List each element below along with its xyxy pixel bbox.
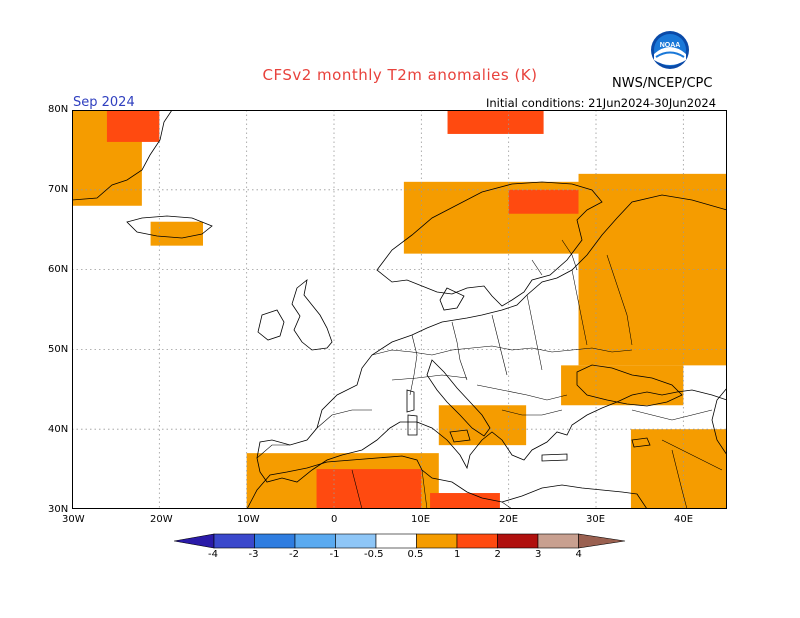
country-borders — [256, 239, 723, 509]
lat-label: 40N — [48, 424, 69, 435]
lon-label: 30W — [62, 514, 85, 525]
lon-label: 40E — [674, 514, 694, 525]
colorbar-segment — [416, 533, 458, 549]
colorbar-label: -2 — [289, 549, 299, 560]
colorbar-segment — [456, 533, 498, 549]
initial-conditions: Initial conditions: 21Jun2024-30Jun2024 — [486, 96, 717, 110]
colorbar-segment — [213, 533, 255, 549]
colorbar-label: -3 — [248, 549, 259, 560]
colorbar-segment — [537, 533, 579, 549]
anomaly-region — [561, 365, 684, 406]
colorbar-segment — [497, 533, 539, 549]
valid-month: Sep 2024 — [73, 95, 135, 110]
lon-label: 10W — [237, 514, 260, 525]
agency-label: NWS/NCEP/CPC — [612, 76, 713, 91]
colorbar-legend — [174, 533, 626, 549]
lon-label: 20W — [150, 514, 173, 525]
noaa-logo-icon: NOAA — [651, 31, 689, 69]
colorbar-segment — [174, 533, 215, 549]
lat-label: 70N — [48, 184, 69, 195]
colorbar-segment — [254, 533, 296, 549]
colorbar-label: 4 — [575, 549, 582, 560]
graticule — [72, 110, 727, 509]
anomaly-region — [508, 189, 579, 214]
colorbar-label: 0.5 — [407, 549, 424, 560]
anomaly-region — [150, 221, 203, 246]
lon-label: 0 — [331, 514, 338, 525]
lon-label: 10E — [411, 514, 431, 525]
coastlines — [72, 110, 727, 509]
colorbar-label: -0.5 — [364, 549, 384, 560]
colorbar-segment — [294, 533, 336, 549]
colorbar-label: -1 — [329, 549, 340, 560]
colorbar-segment — [375, 533, 417, 549]
lat-label: 50N — [48, 344, 69, 355]
lon-label: 30E — [586, 514, 606, 525]
lat-label: 60N — [48, 264, 69, 275]
map-title: CFSv2 monthly T2m anomalies (K) — [262, 66, 538, 84]
anomaly-region — [316, 469, 422, 509]
colorbar-segment — [578, 533, 626, 549]
lon-label: 20E — [499, 514, 519, 525]
anomaly-region — [430, 493, 500, 509]
anomaly-map — [72, 110, 727, 509]
colorbar-label: 2 — [494, 549, 501, 560]
svg-text:NOAA: NOAA — [660, 42, 681, 49]
colorbar-segment — [335, 533, 377, 549]
anomaly-region — [106, 110, 160, 142]
anomaly-region — [438, 405, 527, 446]
anomaly-region — [630, 429, 727, 509]
colorbar-label: 3 — [535, 549, 542, 560]
lat-label: 30N — [48, 504, 69, 515]
anomaly-region — [447, 110, 544, 134]
colorbar-label: 1 — [454, 549, 461, 560]
lat-label: 80N — [48, 104, 69, 115]
colorbar-label: -4 — [208, 549, 218, 560]
